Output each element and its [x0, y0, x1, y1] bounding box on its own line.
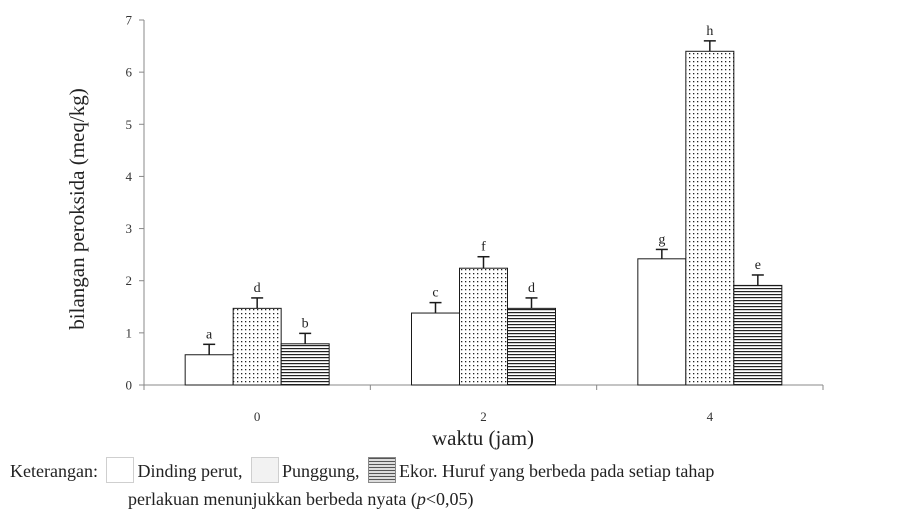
- y-tick-label: 4: [126, 169, 133, 184]
- legend-swatch-dinding-perut: [106, 457, 135, 483]
- significance-letter: d: [254, 281, 261, 296]
- legend-item-punggung: Punggung,: [281, 461, 360, 481]
- y-tick-label: 6: [126, 65, 133, 80]
- bar-dinding-perut: [411, 312, 460, 386]
- bar-dinding-perut: [637, 258, 687, 386]
- significance-letter: h: [706, 24, 713, 39]
- bar-ekor: [507, 307, 556, 386]
- significance-letter: d: [528, 281, 535, 296]
- bar-chart: 0 1 2 3 4 5 6 7 0 2 4 a c g d f h b d e bilangan peroksid…: [65, 13, 824, 450]
- caption-note-part2a: perlakuan menunjukkan berbeda nyata (: [128, 489, 417, 509]
- legend-swatch-ekor: [367, 457, 396, 483]
- caption-note-p: p: [416, 489, 426, 509]
- bar-punggung: [685, 50, 735, 386]
- x-axis-title: waktu (jam): [432, 426, 534, 450]
- y-tick-label: 2: [126, 273, 133, 288]
- y-tick-label: 1: [126, 325, 133, 340]
- caption: Keterangan: Dinding perut, Punggung, Eko…: [10, 457, 905, 513]
- y-tick-label: 0: [126, 378, 133, 393]
- bar-ekor: [280, 343, 330, 386]
- bar-dinding-perut: [184, 354, 234, 386]
- x-tick-label: 4: [707, 409, 714, 424]
- significance-letter: f: [481, 240, 486, 255]
- bar-punggung: [459, 267, 508, 386]
- significance-letter: c: [432, 286, 438, 301]
- bars: [184, 50, 783, 386]
- caption-note-part1: Huruf yang berbeda pada setiap tahap: [441, 461, 715, 481]
- x-tick-label: 0: [254, 409, 261, 424]
- bar-ekor: [733, 284, 783, 386]
- significance-letter: a: [206, 327, 213, 342]
- legend-item-ekor: Ekor.: [398, 461, 438, 481]
- y-tick-label: 3: [126, 221, 133, 236]
- legend-swatch-punggung: [250, 457, 279, 483]
- error-bars: [203, 40, 764, 355]
- y-axis-title: bilangan peroksida (meq/kg): [65, 88, 89, 329]
- legend-item-dinding-perut: Dinding perut,: [137, 461, 243, 481]
- x-ticks: 0 2 4: [143, 385, 824, 424]
- y-tick-label: 5: [126, 117, 133, 132]
- significance-letters: a c g d f h b d e: [206, 24, 761, 342]
- bar-punggung: [232, 307, 282, 386]
- caption-note-part2b: <0,05): [425, 489, 474, 509]
- significance-letter: g: [658, 232, 665, 247]
- caption-line-2: perlakuan menunjukkan berbeda nyata (p<0…: [10, 485, 905, 513]
- caption-label: Keterangan:: [10, 461, 98, 481]
- significance-letter: b: [302, 316, 309, 331]
- significance-letter: e: [755, 258, 761, 273]
- caption-line-1: Keterangan: Dinding perut, Punggung, Eko…: [10, 457, 905, 485]
- y-ticks: 0 1 2 3 4 5 6 7: [126, 13, 144, 393]
- y-tick-label: 7: [126, 13, 133, 28]
- x-tick-label: 2: [480, 409, 487, 424]
